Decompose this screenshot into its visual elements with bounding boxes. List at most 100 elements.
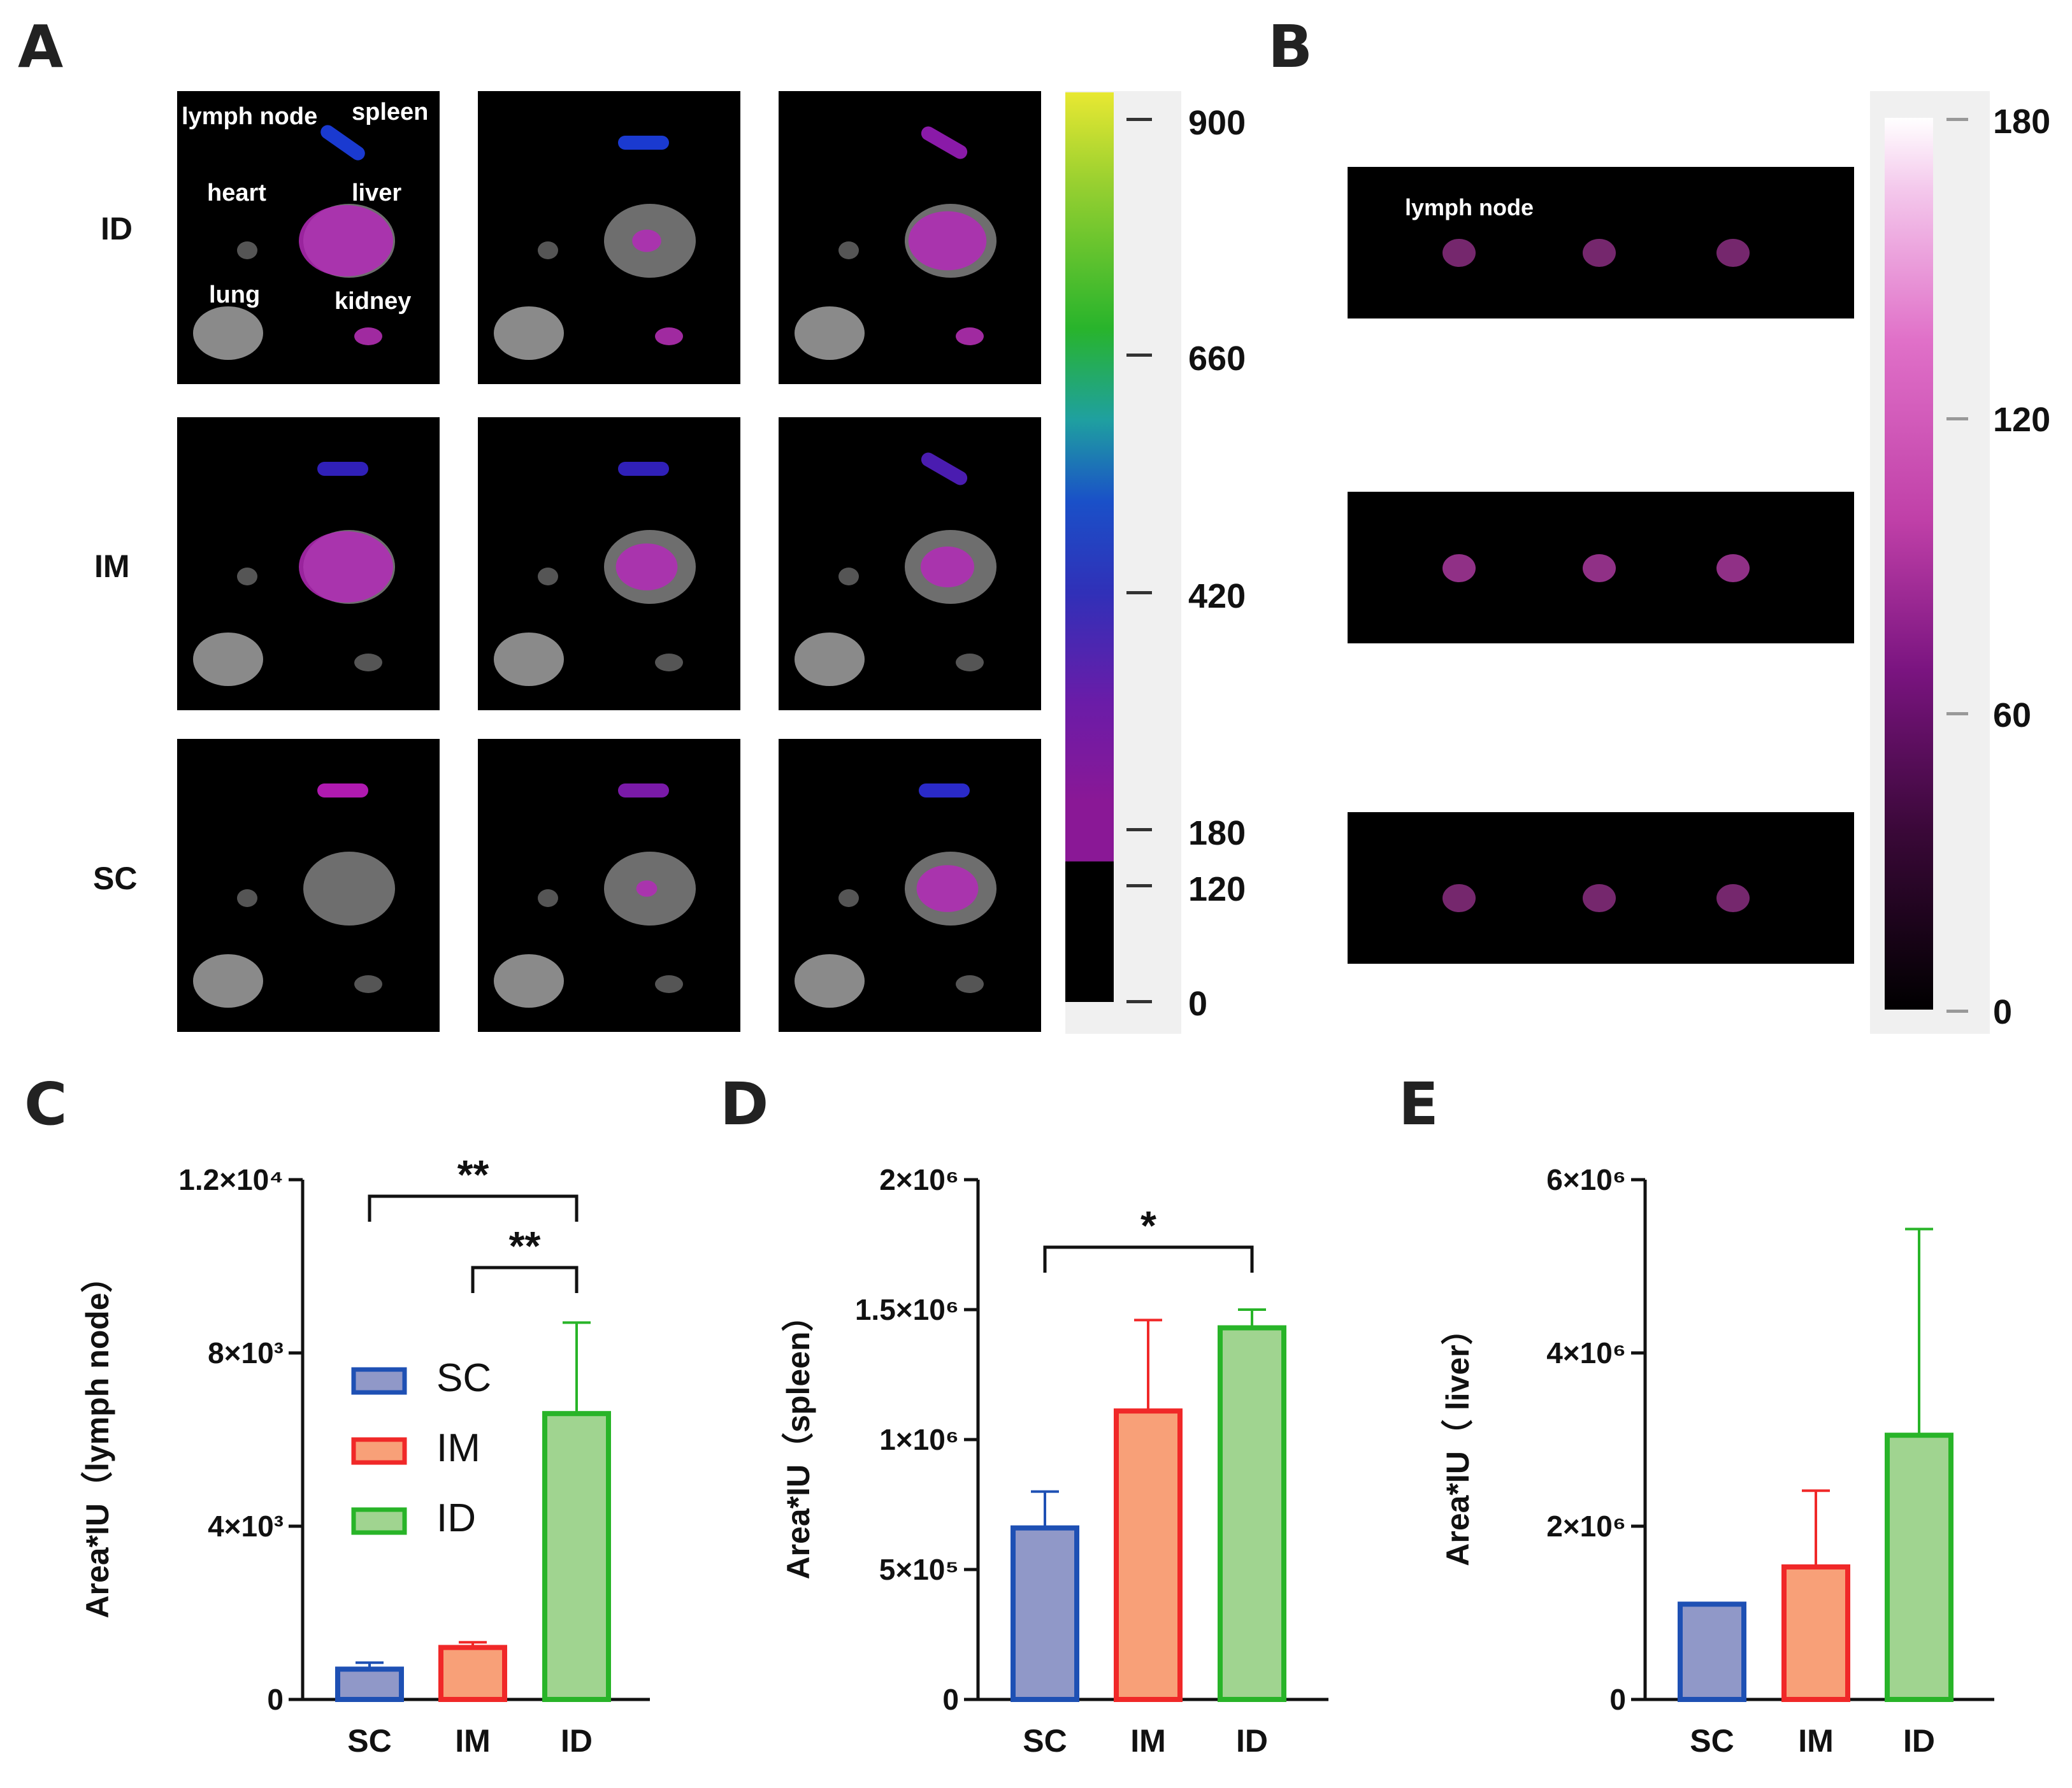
legend-swatch-im	[351, 1437, 407, 1465]
heart-shape	[838, 889, 859, 907]
lymph-node-spot	[1716, 884, 1750, 912]
organ-label-heart: heart	[207, 180, 266, 206]
colorbar-a-tick-180	[1126, 828, 1152, 831]
y-tick-label: 4×10⁶	[1546, 1336, 1626, 1370]
x-tick-label: IM	[455, 1723, 491, 1759]
chart-D: 0 5×10⁵ 1×10⁶ 1.5×10⁶ 2×10⁶ Area*IU（spleen） SC…	[781, 1163, 1328, 1759]
heart-shape	[538, 568, 558, 585]
colorbar-a-tick-120	[1126, 884, 1152, 887]
x-tick-label: SC	[347, 1723, 391, 1759]
organ-image-r1c1	[177, 91, 440, 384]
legend-swatch-id	[351, 1507, 407, 1535]
y-tick-label: 0	[942, 1683, 959, 1716]
organ-image-r3c2	[478, 739, 740, 1032]
lung-shape	[494, 633, 564, 686]
colorbar-a-label-180: 180	[1188, 814, 1246, 852]
colorbar-a-tick-660	[1126, 354, 1152, 357]
lymph-node-spot	[1583, 554, 1616, 582]
x-tick-label: ID	[561, 1723, 593, 1759]
chart-E: 0 2×10⁶ 4×10⁶ 6×10⁶ Area*IU（ liver） SC IM ID	[1440, 1163, 1994, 1759]
panel-letter-c: C	[24, 1070, 68, 1138]
significance-bracket	[471, 1266, 579, 1293]
spleen-shape	[317, 783, 368, 797]
colorbar-b-label-60: 60	[1993, 696, 2032, 734]
x-tick-label: SC	[1023, 1723, 1067, 1759]
significance-bracket	[368, 1194, 579, 1222]
kidney-shape	[655, 975, 683, 993]
liver-signal	[299, 531, 393, 603]
significance-label: **	[457, 1152, 489, 1198]
kidney-shape	[655, 327, 683, 345]
organ-image-r2c2	[478, 417, 740, 710]
y-tick-label: 0	[267, 1683, 284, 1716]
bar-id	[1885, 1433, 1953, 1702]
significance-bracket	[1043, 1245, 1254, 1273]
kidney-shape	[354, 975, 382, 993]
lymph-node-spot	[1716, 239, 1750, 267]
legend-label: ID	[436, 1496, 476, 1540]
organ-label-lymph-node: lymph node	[182, 103, 318, 130]
lung-shape	[193, 633, 263, 686]
significance-label: *	[1140, 1203, 1156, 1248]
y-axis-label: Area*IU（ liver）	[1440, 1313, 1476, 1566]
kidney-shape	[956, 327, 984, 345]
row-label-sc: SC	[93, 861, 138, 896]
x-tick-label: IM	[1130, 1723, 1166, 1759]
bar-im	[1114, 1408, 1183, 1703]
kidney-shape	[956, 654, 984, 671]
spleen-shape	[921, 126, 968, 159]
colorbar-b-tick-0	[1946, 1010, 1968, 1013]
lymph-node-strip-2	[1348, 492, 1854, 643]
heart-shape	[838, 241, 859, 259]
y-tick-label: 1×10⁶	[879, 1423, 959, 1456]
organ-image-r2c1	[177, 417, 440, 710]
lung-shape	[193, 306, 263, 360]
strip-label-lymph-node: lymph node	[1405, 194, 1534, 220]
spleen-shape	[921, 452, 968, 485]
colorbar-b	[1885, 118, 1933, 1010]
colorbar-b-label-0: 0	[1993, 993, 2013, 1031]
y-tick-label: 2×10⁶	[1546, 1510, 1626, 1543]
bar-sc	[335, 1666, 404, 1702]
legend-label: IM	[436, 1426, 480, 1470]
chart-C: 0 4×10³ 8×10³ 1.2×10⁴ Area*IU（lymph node） SC I…	[80, 1152, 650, 1759]
panel-letter-d: D	[720, 1070, 769, 1138]
y-axis-label: Area*IU（spleen）	[781, 1299, 816, 1579]
colorbar-a-tick-0	[1126, 1000, 1152, 1003]
bar-id	[542, 1411, 611, 1702]
colorbar-a-tick-900	[1126, 118, 1152, 121]
row-label-im: IM	[94, 548, 130, 584]
heart-shape	[838, 568, 859, 585]
lymph-node-spot	[1716, 554, 1750, 582]
colorbar-b-tick-180	[1946, 118, 1968, 121]
colorbar-a-label-0: 0	[1188, 985, 1208, 1023]
lymph-node-spot	[1583, 239, 1616, 267]
lung-shape	[494, 306, 564, 360]
bar-sc	[1678, 1601, 1746, 1702]
panel-letter-e: E	[1399, 1070, 1439, 1138]
x-tick-label: IM	[1798, 1723, 1834, 1759]
y-tick-label: 6×10⁶	[1546, 1163, 1626, 1196]
x-tick-label: ID	[1236, 1723, 1268, 1759]
lung-shape	[795, 306, 865, 360]
lung-shape	[795, 954, 865, 1008]
significance-label: **	[509, 1223, 541, 1269]
lymph-node-spot	[1442, 884, 1476, 912]
organ-label-lung: lung	[209, 282, 261, 308]
colorbar-a-tick-420	[1126, 591, 1152, 594]
colorbar-a-label-120: 120	[1188, 870, 1246, 908]
liver-signal	[921, 547, 974, 587]
liver-signal	[916, 865, 979, 912]
liver-signal	[299, 205, 393, 276]
y-tick-label: 8×10³	[208, 1336, 284, 1370]
colorbar-a-label-660: 660	[1188, 340, 1246, 378]
lung-shape	[193, 954, 263, 1008]
legend-label: SC	[436, 1356, 491, 1400]
heart-shape	[237, 889, 257, 907]
organ-label-spleen: spleen	[352, 99, 429, 125]
row-label-id: ID	[101, 211, 133, 247]
organ-label-liver: liver	[352, 180, 402, 206]
y-axis-label: Area*IU（lymph node）	[80, 1261, 115, 1618]
spleen-shape	[618, 783, 669, 797]
x-tick-label: SC	[1690, 1723, 1734, 1759]
